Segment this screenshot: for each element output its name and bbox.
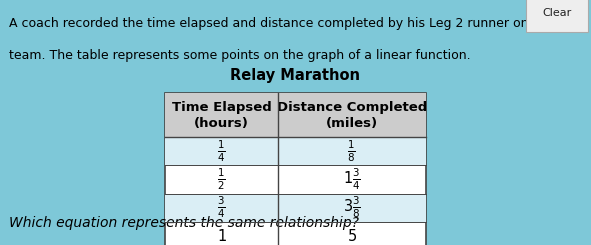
Text: Relay Marathon: Relay Marathon (230, 68, 361, 83)
Text: $1\frac{3}{4}$: $1\frac{3}{4}$ (343, 167, 361, 192)
Text: team. The table represents some points on the graph of a linear function.: team. The table represents some points o… (9, 49, 470, 62)
Text: $\frac{1}{4}$: $\frac{1}{4}$ (217, 139, 226, 164)
FancyBboxPatch shape (526, 0, 588, 32)
Text: $3\frac{3}{8}$: $3\frac{3}{8}$ (343, 195, 361, 220)
Bar (165, 194, 426, 222)
Text: $1$: $1$ (217, 228, 226, 244)
Text: Time Elapsed
(hours): Time Elapsed (hours) (172, 101, 271, 130)
Text: Distance Completed
(miles): Distance Completed (miles) (277, 101, 427, 130)
Text: A coach recorded the time elapsed and distance completed by his Leg 2 runner on : A coach recorded the time elapsed and di… (9, 17, 591, 30)
Text: $\frac{1}{2}$: $\frac{1}{2}$ (217, 167, 226, 192)
Bar (165, 93, 426, 245)
Text: $5$: $5$ (347, 228, 356, 244)
Text: Which equation represents the same relationship?: Which equation represents the same relat… (9, 216, 359, 230)
Text: $\frac{1}{8}$: $\frac{1}{8}$ (348, 139, 356, 164)
Text: $\frac{3}{4}$: $\frac{3}{4}$ (217, 195, 226, 220)
Bar (165, 137, 426, 165)
Bar (165, 93, 426, 137)
Text: Clear: Clear (543, 9, 571, 18)
